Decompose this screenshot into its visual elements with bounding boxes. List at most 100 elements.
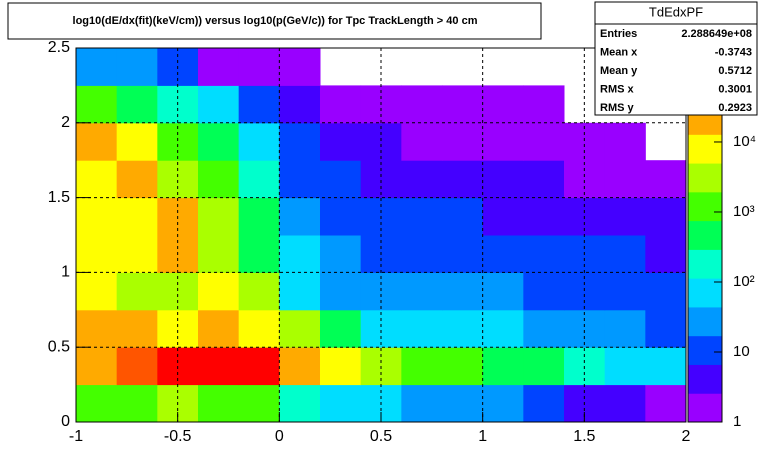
- heatmap-cell: [523, 122, 565, 161]
- heatmap-cell: [116, 48, 158, 86]
- heatmap-cell: [604, 272, 646, 311]
- heatmap-cell: [360, 160, 402, 199]
- heatmap-cell: [523, 347, 565, 386]
- x-tick-label: 0.5: [370, 428, 392, 445]
- heatmap-cell: [238, 85, 280, 124]
- stats-label: Entries: [600, 28, 637, 40]
- heatmap-cell: [401, 235, 443, 273]
- heatmap-cell: [564, 160, 606, 199]
- palette-band: [688, 335, 722, 365]
- heatmap-cell: [198, 48, 240, 86]
- heatmap-cell: [442, 309, 484, 348]
- heatmap-cell: [604, 122, 646, 161]
- heatmap-cell: [279, 197, 321, 236]
- heatmap-cell: [279, 347, 321, 386]
- palette-band: [688, 134, 722, 164]
- heatmap-cell: [401, 197, 443, 236]
- heatmap-cell: [279, 122, 321, 161]
- z-tick-label: 10: [733, 343, 750, 360]
- stats-value: 2.288649e+08: [681, 28, 752, 40]
- stats-label: Mean y: [600, 65, 638, 77]
- heatmap-cell: [116, 384, 158, 423]
- heatmap-cell: [198, 347, 240, 386]
- x-tick-label: -0.5: [164, 428, 192, 445]
- heatmap-cell: [76, 272, 118, 311]
- heatmap-cell: [320, 85, 362, 124]
- heatmap-cell: [238, 272, 280, 311]
- heatmap-cell: [442, 160, 484, 199]
- heatmap-cell: [238, 197, 280, 236]
- heatmap-cell: [76, 384, 118, 423]
- heatmap-cell: [482, 160, 524, 199]
- heatmap-cell: [116, 122, 158, 161]
- heatmap-cell: [116, 160, 158, 199]
- heatmap-cell: [279, 272, 321, 311]
- heatmap-cell: [198, 122, 240, 161]
- stats-label: RMS y: [600, 102, 635, 114]
- heatmap-cell: [157, 160, 199, 199]
- heatmap-cell: [320, 347, 362, 386]
- title-box: [7, 2, 542, 40]
- heatmap-cell: [360, 122, 402, 161]
- heatmap-cell: [523, 197, 565, 236]
- heatmap-cell: [238, 235, 280, 273]
- heatmap-cell: [320, 235, 362, 273]
- heatmap-cell: [645, 347, 687, 386]
- heatmap-cell: [645, 235, 687, 273]
- heatmap-cell: [157, 122, 199, 161]
- stats-value: 0.5712: [718, 65, 752, 77]
- palette-band: [688, 393, 722, 423]
- heatmap-cell: [198, 384, 240, 423]
- heatmap-cell: [116, 197, 158, 236]
- heatmap-cell: [116, 235, 158, 273]
- heatmap-cell: [401, 160, 443, 199]
- heatmap-cell: [482, 85, 524, 124]
- z-tick-label: 10³: [733, 203, 755, 220]
- heatmap-cell: [320, 384, 362, 423]
- heatmap-cell: [442, 197, 484, 236]
- x-tick-label: 1: [478, 428, 487, 445]
- heatmap-cell: [604, 235, 646, 273]
- heatmap-cell: [482, 384, 524, 423]
- palette-band: [688, 249, 722, 279]
- heatmap-cell: [401, 384, 443, 423]
- heatmap-cell: [564, 122, 606, 161]
- y-tick-label: 1.5: [48, 189, 70, 206]
- heatmap-cell: [645, 197, 687, 236]
- heatmap-cell: [76, 48, 118, 86]
- heatmap-cell: [401, 85, 443, 124]
- palette-band: [688, 278, 722, 308]
- plot-frame: [75, 47, 687, 423]
- y-tick-label: 0.5: [48, 338, 70, 355]
- heatmap-cell: [482, 197, 524, 236]
- stats-title: TdEdxPF: [649, 4, 703, 19]
- heatmap-cell: [198, 309, 240, 348]
- palette-band: [688, 364, 722, 394]
- stats-value: -0.3743: [715, 46, 752, 58]
- heatmap-cell: [238, 48, 280, 86]
- heatmap-cell: [360, 309, 402, 348]
- heatmap-cell: [238, 160, 280, 199]
- heatmap-cell: [645, 272, 687, 311]
- heatmap-cell: [442, 85, 484, 124]
- heatmap-cell: [645, 384, 687, 423]
- heatmap-cell: [523, 384, 565, 423]
- heatmap-cell: [76, 235, 118, 273]
- heatmap-cell: [198, 85, 240, 124]
- heatmap-cell: [482, 272, 524, 311]
- heatmap-cell: [76, 347, 118, 386]
- heatmap-cell: [442, 235, 484, 273]
- y-tick-label: 2: [61, 114, 70, 131]
- heatmap-cell: [320, 272, 362, 311]
- heatmap-cell: [238, 309, 280, 348]
- heatmap-cell: [198, 160, 240, 199]
- heatmap-cell: [157, 309, 199, 348]
- palette-band: [688, 220, 722, 250]
- heatmap-cell: [238, 347, 280, 386]
- heatmap-cell: [523, 235, 565, 273]
- heatmap-cell: [76, 85, 118, 124]
- palette-band: [688, 163, 722, 193]
- heatmap-cell: [482, 347, 524, 386]
- heatmap-cell: [604, 197, 646, 236]
